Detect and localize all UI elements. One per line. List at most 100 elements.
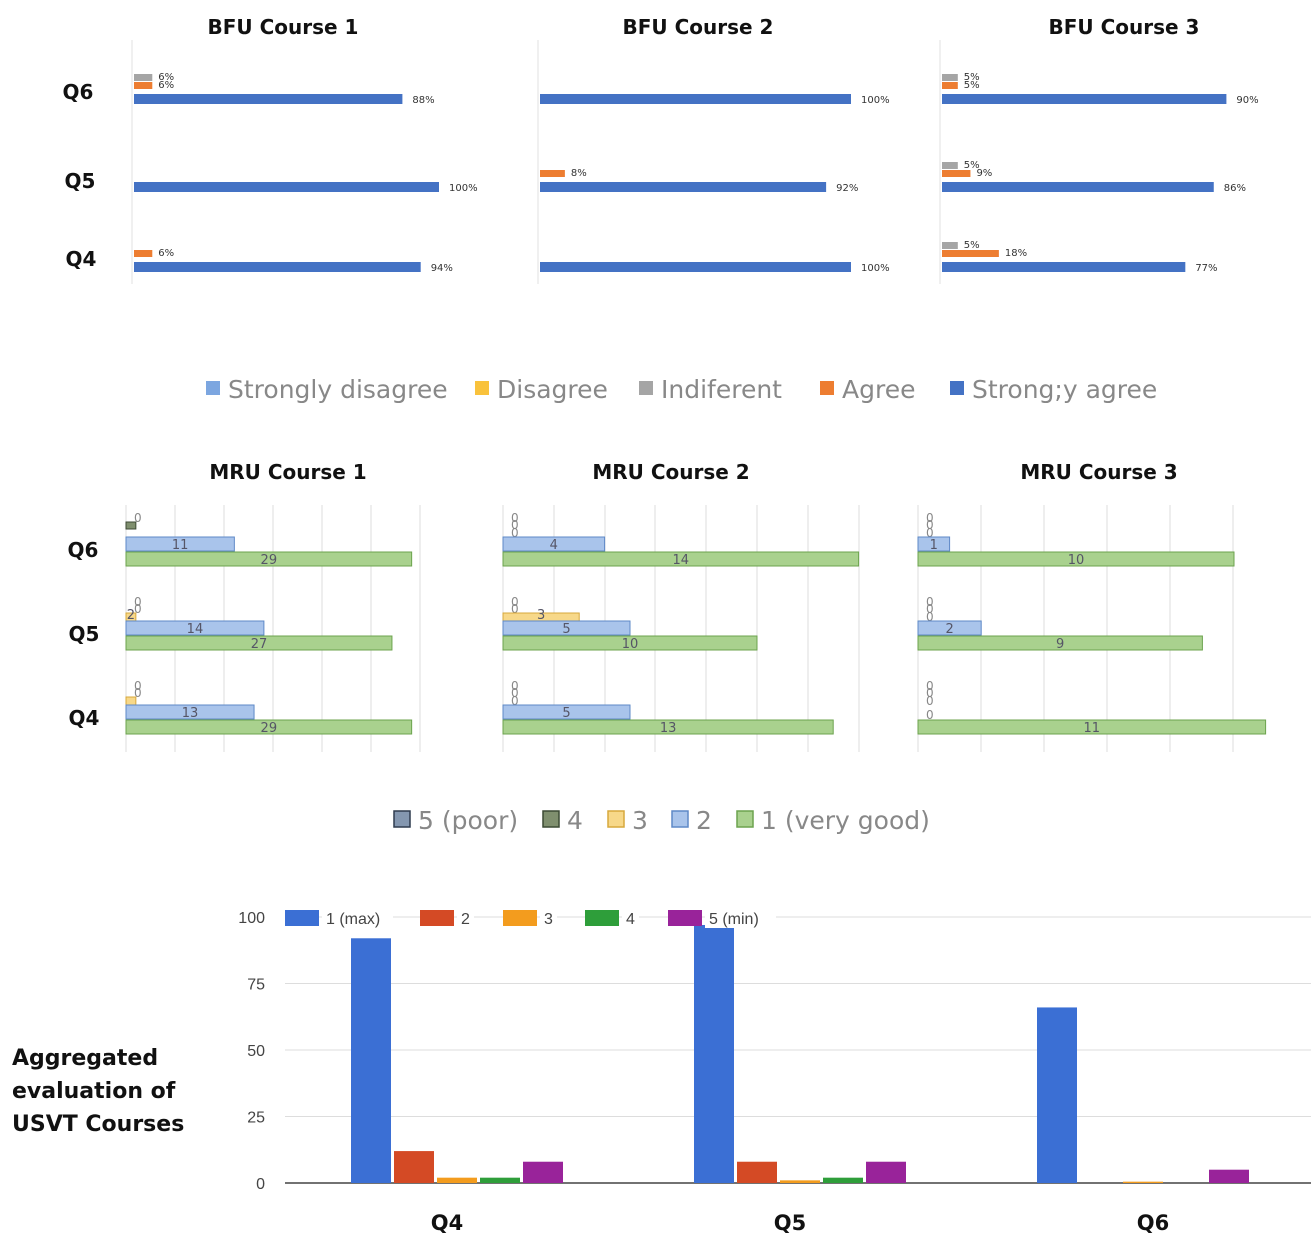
agg-bar-q4-1-max — [351, 938, 391, 1183]
mru-1-bar-q5-2 — [125, 620, 265, 636]
mru-1-label-q4-2: 13 — [182, 706, 199, 721]
bfu-2-bar-q5-agree — [540, 170, 565, 177]
mru-2-label-q6-2: 4 — [550, 538, 558, 553]
agg-category-q6: Q6 — [1137, 1211, 1169, 1234]
mru-3-label-q6-5-poor: 0 — [926, 511, 934, 525]
bfu-2-bar-q4-strong-y-agree — [540, 262, 851, 272]
bfu-3-bar-q5-strong-y-agree — [942, 182, 1214, 192]
mru-2-label-q6-4: 0 — [511, 518, 519, 532]
mru-2-label-q6-1-very-good: 14 — [673, 553, 690, 568]
mru-3-label-q6-3: 0 — [926, 526, 934, 540]
mru-3-label-q5-4: 0 — [926, 602, 934, 616]
mru-legend-2: 2 — [696, 806, 712, 835]
bfu-course-1-title: BFU Course 1 — [208, 15, 359, 39]
bfu-legend-swatch-disagree — [475, 381, 489, 395]
bfu-1-bar-q4-agree — [134, 250, 153, 257]
mru-2-label-q4-1-very-good: 13 — [660, 721, 677, 736]
bfu-legend-swatch-strongly-agree — [950, 381, 964, 395]
agg-bar-q4-3 — [437, 1177, 477, 1183]
mru-1-bar-q4-2 — [125, 704, 255, 720]
agg-bar-q5-3 — [780, 1180, 820, 1183]
mru-2-label-q5-2: 5 — [562, 622, 570, 637]
mru-2-bar-q4-2 — [502, 704, 631, 720]
bfu-1-label-q6-strong-y-agree: 88% — [412, 95, 434, 106]
mru-2-bar-q5-2 — [502, 620, 631, 636]
mru-legend-1-very-good: 1 (very good) — [761, 806, 930, 835]
mru-course-1-title: MRU Course 1 — [209, 460, 366, 484]
bfu-3-bar-q5-indiferent — [942, 162, 958, 169]
bfu-1-label-q4-agree: 6% — [158, 248, 174, 259]
agg-bar-q4-2 — [394, 1151, 434, 1183]
bfu-3-label-q6-indiferent: 5% — [964, 72, 980, 83]
mru-3-label-q4-3: 0 — [926, 694, 934, 708]
bfu-3-label-q6-strong-y-agree: 90% — [1236, 95, 1258, 106]
mru-legend-4: 4 — [567, 806, 583, 835]
agg-legend-swatch-4 — [585, 910, 619, 926]
bfu-2-label-q4-strong-y-agree: 100% — [861, 263, 890, 274]
bfu-legend: Strongly disagree Disagree Indiferent Ag… — [206, 375, 1157, 404]
bfu-legend-swatch-indiferent — [639, 381, 653, 395]
mru-course-2-title: MRU Course 2 — [592, 460, 749, 484]
mru-1-label-q5-4: 0 — [134, 602, 142, 616]
bfu-legend-swatch-agree — [820, 381, 834, 395]
bfu-legend-strongly-disagree: Strongly disagree — [228, 375, 448, 404]
agg-legend-1-max: 1 (max) — [326, 911, 380, 928]
bfu-legend-agree: Agree — [842, 375, 915, 404]
mru-q6-label: Q6 — [68, 538, 99, 562]
agg-legend-swatch-1-max — [285, 910, 319, 926]
bfu-1-bar-q6-agree — [134, 82, 153, 89]
mru-1-bar-q5-1-very-good — [125, 635, 393, 651]
bfu-2-bar-q6-strong-y-agree — [540, 94, 851, 104]
agg-legend-bg-1-max — [322, 908, 393, 928]
mru-3-label-q4-1-very-good: 11 — [1084, 721, 1101, 736]
mru-3-label-q5-5-poor: 0 — [926, 595, 934, 609]
mru-1-label-q5-5-poor: 0 — [134, 595, 142, 609]
mru-1-label-q5-2: 14 — [187, 622, 204, 637]
mru-legend: 5 (poor) 4 3 2 1 (very good) — [393, 806, 930, 835]
mru-3-label-q5-3: 0 — [926, 610, 934, 624]
mru-3-bar-q5-2 — [917, 620, 982, 636]
agg-bar-q6-5-min — [1209, 1169, 1249, 1183]
mru-2-bar-q5-1-very-good — [502, 635, 758, 651]
bfu-1-label-q6-agree: 6% — [158, 80, 174, 91]
mru-legend-swatch-5 — [393, 810, 411, 828]
agg-legend-swatch-3 — [503, 910, 537, 926]
mru-3-bar-q4-1-very-good — [917, 719, 1267, 735]
bfu-3-label-q4-indiferent: 5% — [964, 240, 980, 251]
mru-1-bar-q6-4 — [125, 521, 137, 530]
mru-course-3-title: MRU Course 3 — [1020, 460, 1177, 484]
mru-2-label-q4-2: 5 — [562, 706, 570, 721]
mru-1-label-q6-1-very-good: 29 — [261, 553, 278, 568]
agg-category-q5: Q5 — [774, 1211, 806, 1234]
bfu-1-label-q5-strong-y-agree: 100% — [449, 183, 478, 194]
bfu-legend-disagree: Disagree — [497, 375, 608, 404]
mru-legend-swatch-1 — [736, 810, 754, 828]
mru-3-label-q5-2: 2 — [945, 622, 953, 637]
agg-legend-bg-3 — [540, 908, 557, 928]
bfu-3-bar-q4-strong-y-agree — [942, 262, 1186, 272]
mru-2-bar-q6-1-very-good — [502, 551, 860, 567]
agg-ytick-0: 0 — [256, 1176, 265, 1193]
mru-legend-5-poor: 5 (poor) — [418, 806, 518, 835]
mru-1-label-q6-5-poor: 0 — [134, 511, 142, 525]
bfu-3-bar-q5-agree — [942, 170, 971, 177]
agg-legend-3: 3 — [544, 911, 553, 928]
bfu-3-label-q5-indiferent: 5% — [964, 160, 980, 171]
bfu-legend-strongly-agree: Strong;y agree — [972, 375, 1157, 404]
mru-2-label-q4-3: 0 — [511, 694, 519, 708]
agg-legend-4: 4 — [626, 911, 635, 928]
agg-legend-bg-2 — [457, 908, 474, 928]
mru-2-bar-q4-1-very-good — [502, 719, 834, 735]
mru-3-bar-q6-1-very-good — [917, 551, 1235, 567]
bfu-legend-indiferent: Indiferent — [661, 375, 782, 404]
mru-1-label-q5-1-very-good: 27 — [251, 637, 268, 652]
mru-2-label-q5-4: 0 — [511, 602, 519, 616]
mru-3-label-q6-1-very-good: 10 — [1068, 553, 1085, 568]
mru-legend-swatch-3 — [607, 810, 625, 828]
bfu-3-label-q5-agree: 9% — [976, 168, 992, 179]
agg-side-label-line-1: Aggregated — [12, 1046, 158, 1071]
mru-1-label-q4-4: 0 — [134, 686, 142, 700]
mru-3-bar-q5-1-very-good — [917, 635, 1203, 651]
bfu-2-label-q5-agree: 8% — [571, 168, 587, 179]
mru-3-label-q5-1-very-good: 9 — [1056, 637, 1064, 652]
